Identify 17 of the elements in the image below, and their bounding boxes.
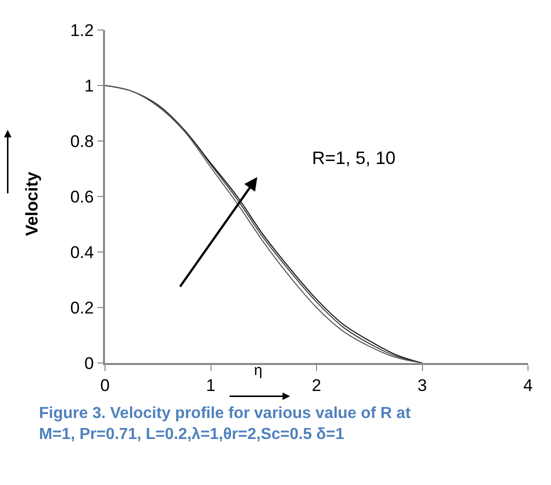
y-tick-label: 1.2	[70, 20, 94, 40]
y-tick-label: 0.8	[70, 132, 94, 151]
y-tick-label: 0.4	[70, 242, 94, 262]
annotation: R=1, 5, 10	[312, 148, 396, 168]
x-tick-label: 1	[206, 376, 216, 396]
y-tick-label: 0	[84, 354, 94, 373]
line-series	[105, 85, 423, 363]
y-tick-label: 0.2	[70, 298, 94, 318]
y-tick-label: 1	[84, 76, 94, 96]
x-tick-label: 3	[418, 376, 427, 396]
y-axis-title: Velocity	[22, 171, 42, 236]
caption: Figure 3. Velocity profile for various value of R at M=1, Pr=0.71, L=0.2,λ=1,θr=2,Sc=0.5 δ=1	[39, 405, 412, 443]
y-tick-label: 0.6	[70, 187, 94, 206]
x-tick-label: 0	[100, 376, 110, 396]
x-tick-label: 2	[312, 376, 322, 396]
x-axis-title: η	[254, 362, 262, 379]
x-tick-label: 4	[523, 376, 533, 396]
